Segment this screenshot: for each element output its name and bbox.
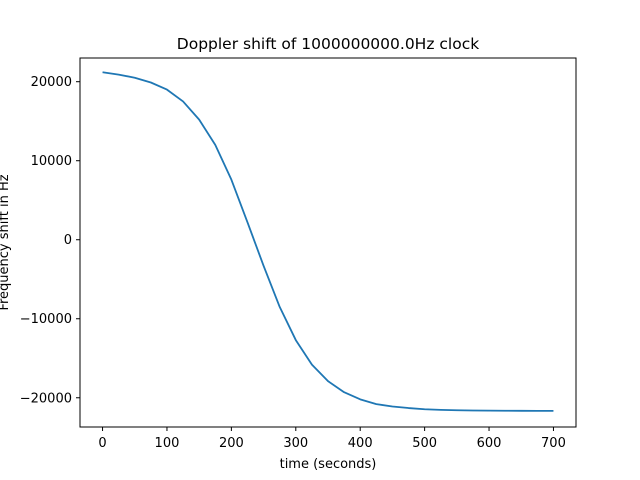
plot-area [102, 71, 554, 412]
x-tick-label: 600 [477, 436, 502, 451]
series-line-0 [102, 71, 554, 412]
x-axis-label: time (seconds) [280, 457, 377, 472]
y-tick-label: 10000 [31, 154, 72, 169]
x-tick-label: 200 [219, 436, 244, 451]
x-tick-label: 0 [98, 436, 106, 451]
y-tick-label: −20000 [20, 391, 72, 406]
x-tick-label: 500 [412, 436, 437, 451]
x-tick-label: 400 [348, 436, 373, 451]
y-tick-label: 20000 [31, 75, 72, 90]
y-tick-label: −10000 [20, 312, 72, 327]
x-tick-label: 300 [283, 436, 308, 451]
x-tick-label: 100 [155, 436, 180, 451]
x-axis: 0 100 200 300 400 500 600 700 [98, 427, 566, 451]
y-tick-label: 0 [64, 233, 72, 248]
chart-title: Doppler shift of 1000000000.0Hz clock [177, 35, 479, 53]
y-axis-label: Frequency shift in Hz [0, 174, 12, 310]
y-axis: −20000 −10000 0 10000 20000 [20, 75, 80, 406]
x-tick-label: 700 [541, 436, 566, 451]
axes-frame [79, 57, 577, 428]
